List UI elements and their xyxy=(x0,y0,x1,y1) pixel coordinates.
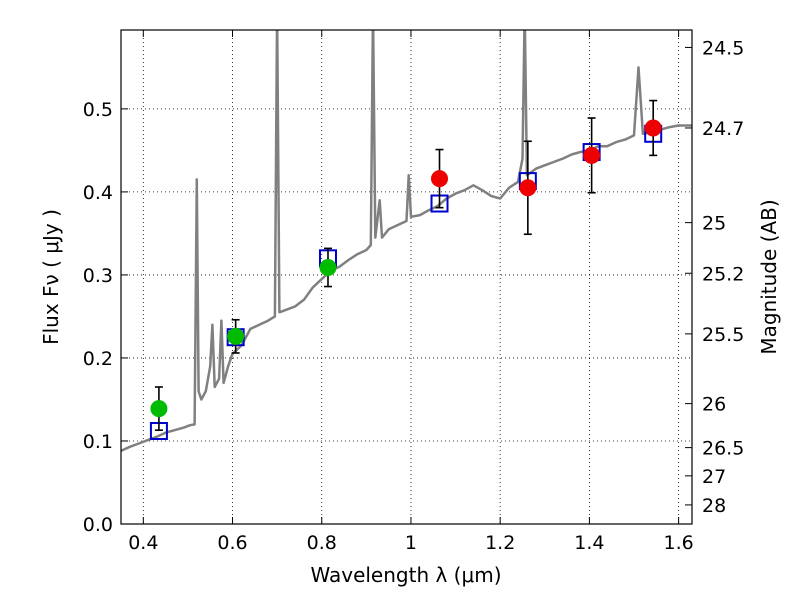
photometry-point xyxy=(150,400,168,418)
y2-axis-label: Magnitude (AB) xyxy=(757,199,781,354)
x-tick-label: 1.2 xyxy=(485,532,515,554)
y-tick-label: 0.4 xyxy=(83,182,113,204)
x-tick-label: 1 xyxy=(405,532,417,554)
grid xyxy=(121,30,692,525)
plot-frame xyxy=(120,29,693,525)
y-tick-label: 0.5 xyxy=(83,99,113,121)
photometry-point xyxy=(519,179,537,197)
y2-tick-label: 25.5 xyxy=(702,324,744,346)
y-tick-label: 0.1 xyxy=(83,431,113,453)
y2-tick-label: 25 xyxy=(702,213,726,235)
y2-tick-label: 25.2 xyxy=(702,263,744,285)
y-tick-label: 0.2 xyxy=(83,348,113,370)
y-axis-label: Flux Fν ( μJy ) xyxy=(39,209,63,345)
x-tick-label: 1.4 xyxy=(574,532,604,554)
y2-tick-label: 28 xyxy=(702,495,726,517)
spectrum-line xyxy=(121,30,692,453)
y-tick-label: 0.0 xyxy=(83,514,113,536)
y-tick-label: 0.3 xyxy=(83,265,113,287)
axes: 0.4 0.6 0.8 1 1.2 1.4 1.6 0.0 0.1 0.2 0.3 0.4 0.5 24.… xyxy=(83,30,744,554)
y2-tick-label: 24.7 xyxy=(702,118,744,140)
photometry-point xyxy=(227,327,245,345)
y2-tick-label: 27 xyxy=(702,466,726,488)
plot-area xyxy=(121,30,692,453)
photometry-point xyxy=(644,119,662,137)
y2-tick-label: 26.5 xyxy=(702,438,744,460)
x-tick-label: 0.4 xyxy=(128,532,158,554)
photometry-point xyxy=(319,258,337,276)
x-tick-label: 0.8 xyxy=(307,532,337,554)
x-axis-label: Wavelength λ (μm) xyxy=(310,563,501,587)
y2-tick-label: 26 xyxy=(702,394,726,416)
photometry-point xyxy=(431,170,449,188)
x-tick-label: 0.6 xyxy=(217,532,247,554)
photometry-point xyxy=(583,146,601,164)
x-tick-label: 1.6 xyxy=(664,532,694,554)
y2-tick-label: 24.5 xyxy=(702,37,744,59)
